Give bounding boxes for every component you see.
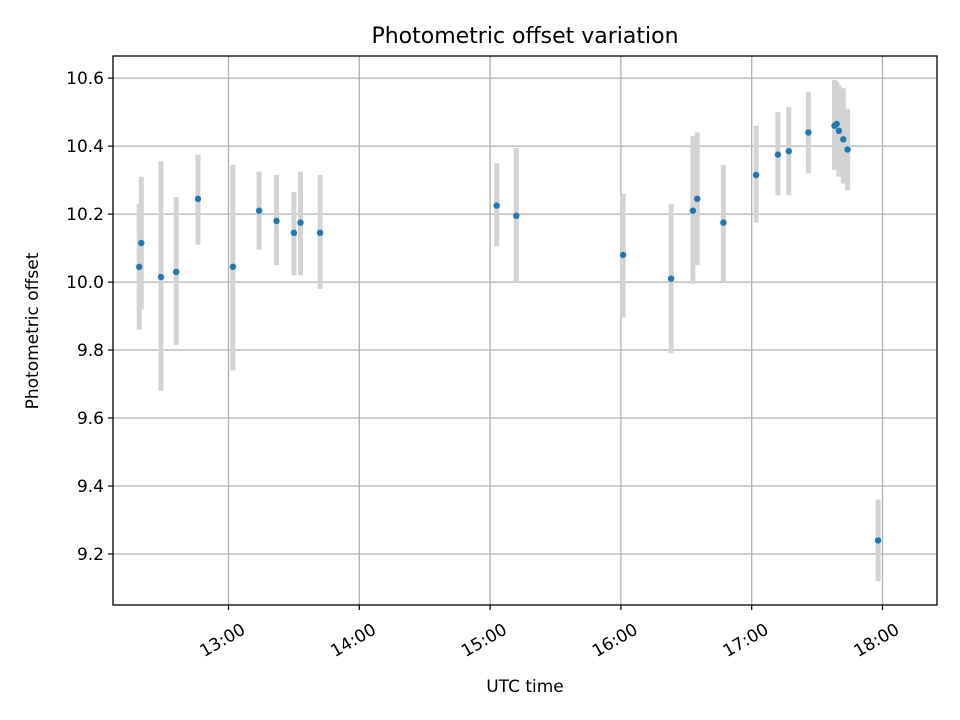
y-tick-label: 9.4 bbox=[77, 477, 104, 497]
x-tick-label: 16:00 bbox=[589, 620, 641, 662]
data-point bbox=[513, 212, 520, 219]
data-point bbox=[833, 120, 840, 128]
y-tick-label: 10.2 bbox=[66, 205, 104, 225]
data-point bbox=[229, 263, 237, 270]
y-tick-label: 9.8 bbox=[77, 341, 104, 361]
chart-title: Photometric offset variation bbox=[371, 24, 678, 49]
data-point bbox=[493, 202, 500, 209]
data-point bbox=[720, 219, 727, 226]
data-point bbox=[835, 127, 843, 134]
data-point bbox=[273, 217, 280, 225]
data-point bbox=[874, 537, 882, 544]
x-tick-label: 18:00 bbox=[851, 620, 903, 662]
error-bars bbox=[136, 79, 881, 582]
data-point bbox=[805, 129, 812, 136]
y-axis-label: Photometric offset bbox=[23, 252, 43, 409]
x-tick-label: 15:00 bbox=[458, 620, 510, 662]
x-axis-ticks: 13:00 14:00 15:00 16:00 17:00 18:00 bbox=[197, 605, 903, 662]
plot-frame bbox=[112, 55, 938, 606]
data-point bbox=[138, 239, 145, 247]
y-tick-label: 10.4 bbox=[66, 137, 104, 157]
x-axis-label: UTC time bbox=[486, 677, 564, 697]
x-tick-label: 13:00 bbox=[197, 620, 249, 662]
data-point bbox=[194, 195, 202, 202]
y-axis-ticks: 9.2 9.4 9.6 9.8 10.0 10.2 10.4 10.6 bbox=[66, 69, 113, 565]
y-tick-label: 10.0 bbox=[66, 273, 104, 293]
data-point bbox=[752, 171, 760, 179]
data-point bbox=[297, 219, 304, 226]
data-point bbox=[173, 268, 180, 276]
data-point bbox=[694, 195, 701, 202]
x-tick-label: 17:00 bbox=[720, 620, 772, 662]
data-point bbox=[136, 263, 143, 270]
data-point bbox=[157, 273, 165, 281]
data-point bbox=[619, 251, 627, 259]
data-points bbox=[136, 120, 882, 544]
y-tick-label: 9.6 bbox=[77, 409, 104, 429]
data-point bbox=[255, 207, 263, 214]
data-point bbox=[774, 151, 782, 158]
data-point bbox=[316, 229, 324, 236]
y-tick-label: 10.6 bbox=[66, 69, 104, 89]
data-point bbox=[689, 207, 697, 214]
data-point bbox=[844, 146, 851, 153]
data-point bbox=[667, 275, 675, 282]
data-point bbox=[840, 136, 847, 143]
y-tick-label: 9.2 bbox=[77, 545, 104, 565]
data-point bbox=[290, 229, 298, 236]
x-tick-label: 14:00 bbox=[327, 620, 379, 662]
data-point bbox=[785, 148, 792, 155]
grid-lines bbox=[113, 56, 937, 605]
